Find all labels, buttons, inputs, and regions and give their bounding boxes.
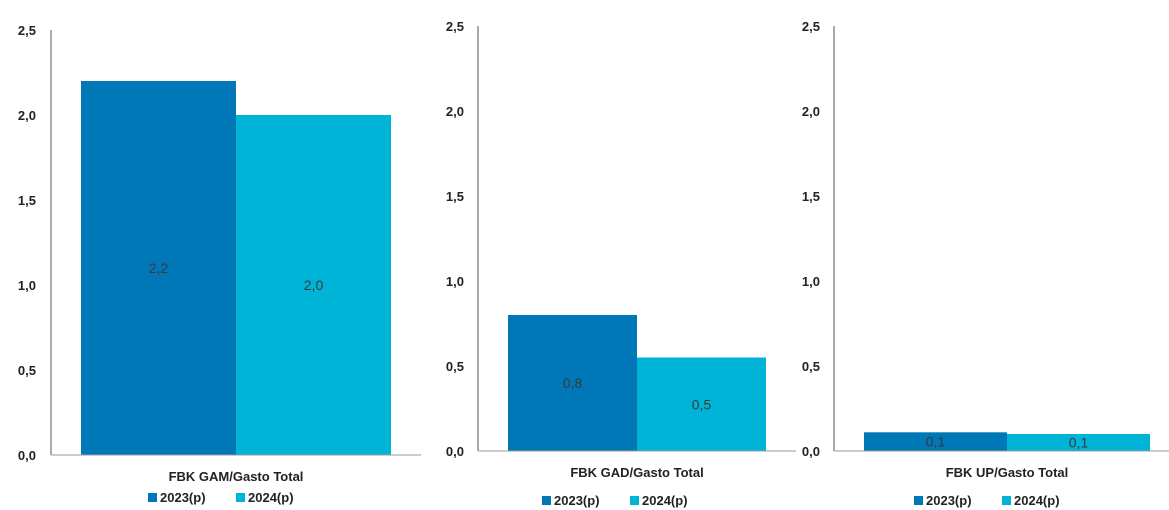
y-tick-label: 0,0 <box>446 444 464 459</box>
y-tick-label: 2,0 <box>446 104 464 119</box>
y-tick-label: 2,0 <box>802 104 820 119</box>
category-label: FBK GAD/Gasto Total <box>570 465 703 480</box>
y-tick-label: 0,0 <box>802 444 820 459</box>
legend-swatch <box>542 496 551 505</box>
legend-swatch <box>148 493 157 502</box>
y-tick-label: 1,0 <box>18 278 36 293</box>
y-tick-label: 1,5 <box>18 193 36 208</box>
legend-label: 2024(p) <box>248 490 294 505</box>
y-tick-label: 2,0 <box>18 108 36 123</box>
y-tick-label: 2,5 <box>802 19 820 34</box>
data-label: 0,1 <box>926 434 946 450</box>
bar-2023p <box>864 432 1007 451</box>
bar-2024p <box>637 357 766 451</box>
legend-swatch <box>630 496 639 505</box>
y-tick-label: 1,5 <box>802 189 820 204</box>
data-label: 0,1 <box>1069 435 1089 451</box>
bar-2024p <box>236 115 391 455</box>
legend-swatch <box>1002 496 1011 505</box>
y-tick-label: 1,0 <box>802 274 820 289</box>
y-tick-label: 0,5 <box>802 359 820 374</box>
category-label: FBK UP/Gasto Total <box>946 465 1069 480</box>
legend-swatch <box>914 496 923 505</box>
legend-swatch <box>236 493 245 502</box>
chart-2: 0,0 0,5 1,0 1,5 2,0 2,5 0,8 0,5 FBK GAD/Gasto To… <box>446 19 796 508</box>
bar-2023p <box>508 315 637 451</box>
y-tick-label: 0,5 <box>446 359 464 374</box>
data-label: 0,5 <box>692 396 712 412</box>
y-tick-label: 2,5 <box>446 19 464 34</box>
bar-2023p <box>81 81 236 455</box>
y-tick-label: 1,0 <box>446 274 464 289</box>
y-tick-label: 0,5 <box>18 363 36 378</box>
chart-1: 0,0 0,5 1,0 1,5 2,0 2,5 2,2 2,0 FBK GAM/Gasto To… <box>18 23 421 505</box>
y-tick-label: 2,5 <box>18 23 36 38</box>
legend-label: 2023(p) <box>554 493 600 508</box>
y-tick-label: 1,5 <box>446 189 464 204</box>
bar-2024p <box>1007 434 1150 451</box>
legend-label: 2024(p) <box>642 493 688 508</box>
data-label: 2,2 <box>149 260 169 276</box>
y-tick-label: 0,0 <box>18 448 36 463</box>
data-label: 0,8 <box>563 375 583 391</box>
category-label: FBK GAM/Gasto Total <box>169 469 304 484</box>
legend-label: 2023(p) <box>926 493 972 508</box>
legend-label: 2024(p) <box>1014 493 1060 508</box>
legend-label: 2023(p) <box>160 490 206 505</box>
data-label: 2,0 <box>304 277 324 293</box>
